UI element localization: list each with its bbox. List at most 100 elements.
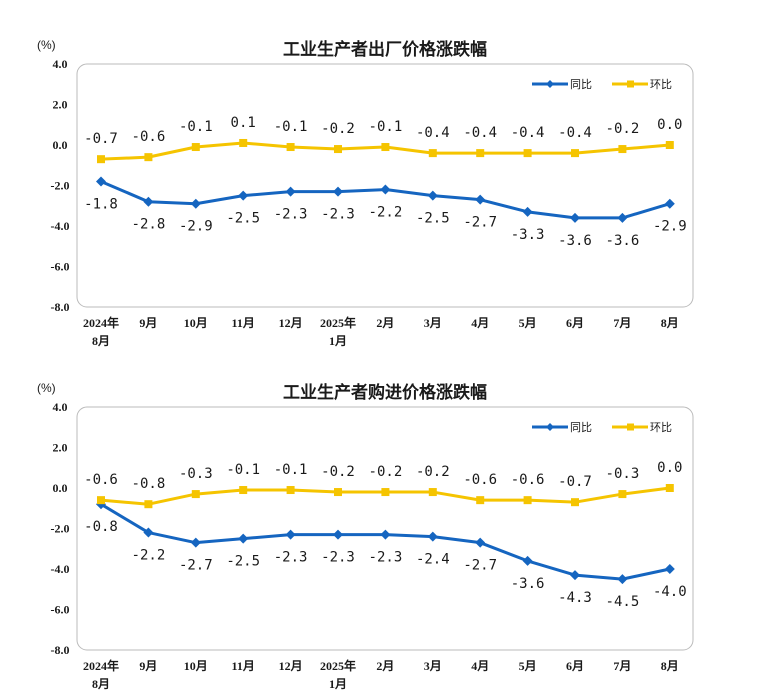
mom-data-label: -0.1: [274, 462, 308, 478]
mom-data-label: -0.3: [179, 466, 213, 482]
mom-point: [381, 488, 390, 497]
yoy-data-label: -4.5: [606, 594, 640, 610]
yoy-data-label: -1.8: [84, 196, 118, 212]
x-tick-label: 4月: [471, 659, 489, 673]
plot-frame: [76, 406, 694, 651]
y-tick-label: -2.0: [51, 522, 70, 536]
yoy-data-label: -2.7: [463, 215, 497, 231]
yoy-data-label: -2.8: [132, 217, 166, 233]
mom-data-label: -0.1: [226, 462, 260, 478]
mom-data-label: -0.4: [511, 125, 545, 141]
mom-point: [144, 500, 153, 509]
x-tick-label: 5月: [519, 316, 537, 330]
x-tick-label: 12月: [279, 659, 303, 673]
yoy-data-label: -2.9: [653, 219, 687, 235]
mom-data-label: -0.2: [321, 121, 355, 137]
mom-data-label: -0.6: [132, 129, 166, 145]
chart-title: 工业生产者购进价格涨跌幅: [283, 382, 487, 403]
yoy-point: [570, 570, 580, 581]
x-tick-label: 2024年: [83, 315, 119, 330]
yoy-data-label: -2.9: [179, 219, 213, 235]
mom-data-label: -0.8: [132, 476, 166, 492]
mom-point: [334, 488, 342, 497]
y-tick-label: -8.0: [51, 643, 70, 657]
y-tick-label: 0.0: [53, 138, 68, 152]
legend-marker: [627, 423, 634, 431]
yoy-point: [238, 533, 249, 544]
mom-point: [381, 143, 390, 152]
y-tick-label: 4.0: [53, 57, 68, 71]
x-tick-label: 9月: [139, 659, 157, 673]
x-tick-label: 12月: [279, 316, 303, 330]
x-tick-label: 11月: [232, 659, 255, 673]
mom-point: [428, 149, 437, 158]
yoy-point: [143, 196, 154, 207]
y-tick-label: -8.0: [51, 300, 70, 314]
yoy-point: [380, 529, 391, 540]
yoy-data-label: -2.5: [226, 211, 260, 227]
yoy-data-label: -3.6: [606, 233, 640, 249]
yoy-data-label: -2.3: [274, 550, 308, 566]
x-tick-label: 2025年: [320, 658, 356, 673]
mom-data-label: -0.7: [84, 131, 118, 147]
x-tick-label: 8月: [661, 659, 679, 673]
yoy-point: [664, 564, 675, 574]
legend-label: 环比: [650, 421, 672, 434]
mom-point: [476, 149, 485, 158]
mom-point: [428, 488, 437, 497]
yoy-data-label: -2.3: [369, 550, 403, 566]
x-tick-label: 2024年: [83, 658, 119, 673]
x-tick-label: 6月: [566, 316, 584, 330]
mom-point: [144, 153, 153, 162]
y-tick-label: 4.0: [53, 400, 68, 414]
mom-point: [523, 496, 532, 505]
mom-data-label: -0.1: [274, 119, 308, 135]
yoy-point: [333, 186, 343, 197]
yoy-point: [475, 537, 486, 548]
y-tick-label: -2.0: [51, 179, 70, 193]
mom-data-label: -0.1: [369, 119, 403, 135]
mom-data-label: -0.2: [606, 121, 640, 137]
mom-point: [239, 138, 248, 147]
y-unit-label: (%): [37, 38, 56, 52]
x-tick-label: 8月: [92, 334, 110, 348]
mom-data-label: -0.6: [84, 472, 118, 488]
x-tick-label: 9月: [139, 316, 157, 330]
mom-data-label: -0.2: [416, 464, 450, 480]
plot-frame: [76, 63, 694, 308]
mom-point: [97, 155, 105, 164]
legend-marker: [627, 80, 634, 88]
yoy-data-label: -2.2: [132, 548, 166, 564]
yoy-point: [617, 212, 628, 223]
x-tick-label: 2月: [376, 316, 394, 330]
mom-data-label: -0.1: [179, 119, 213, 135]
yoy-data-label: -3.6: [558, 233, 592, 249]
mom-data-label: -0.6: [463, 472, 497, 488]
yoy-point: [475, 194, 486, 205]
mom-point: [571, 498, 579, 507]
mom-point: [523, 149, 532, 158]
y-tick-label: -4.0: [51, 562, 70, 576]
x-tick-label: 10月: [184, 316, 208, 330]
mom-point: [286, 486, 295, 495]
x-tick-label: 8月: [92, 677, 110, 691]
yoy-data-label: -2.3: [274, 207, 308, 223]
x-tick-label: 7月: [613, 659, 631, 673]
yoy-data-label: -2.5: [416, 211, 450, 227]
yoy-point: [238, 190, 249, 201]
yoy-data-label: -0.8: [84, 519, 118, 535]
y-tick-label: -6.0: [51, 603, 70, 617]
x-tick-label: 10月: [184, 659, 208, 673]
yoy-point: [143, 527, 154, 538]
yoy-point: [570, 212, 580, 223]
yoy-data-label: -2.7: [463, 558, 497, 574]
mom-data-label: -0.4: [463, 125, 497, 141]
x-tick-label: 5月: [519, 659, 537, 673]
yoy-data-label: -2.7: [179, 558, 213, 574]
x-tick-label: 11月: [232, 316, 255, 330]
mom-point: [191, 490, 200, 499]
mom-data-label: -0.2: [369, 464, 403, 480]
mom-data-label: 0.1: [231, 115, 256, 131]
mom-data-label: -0.4: [416, 125, 450, 141]
